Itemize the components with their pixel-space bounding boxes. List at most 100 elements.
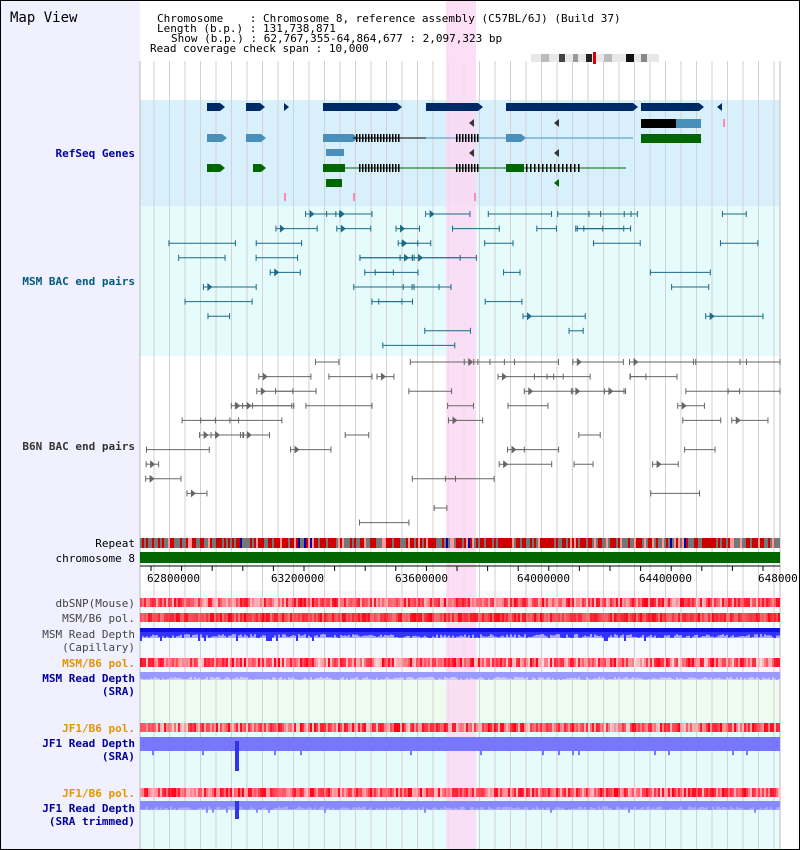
read-depth-bar <box>332 628 334 638</box>
snp-density-cell <box>642 658 644 667</box>
read-depth-bar <box>504 737 506 749</box>
read-depth-bar <box>660 672 662 678</box>
snp-density-cell <box>632 723 634 732</box>
snp-density-cell <box>524 613 526 622</box>
read-depth-bar <box>474 801 476 810</box>
read-depth-bar <box>382 737 384 747</box>
track-label-jf1-b6-pol-1[interactable]: JF1/B6 pol. <box>62 722 135 735</box>
snp-density-cell <box>618 658 620 667</box>
snp-density-cell <box>336 788 338 797</box>
repeat-element <box>510 538 512 548</box>
track-label-jf1-read-depth-trimmed[interactable]: JF1 Read Depth (SRA trimmed) <box>42 802 135 828</box>
read-depth-bar <box>184 672 186 680</box>
snp-density-cell <box>486 598 488 607</box>
snp-density-cell <box>664 658 666 667</box>
snp-density-cell <box>148 723 150 732</box>
snp-density-cell <box>490 598 492 607</box>
track-label-msm-b6-pol-1[interactable]: MSM/B6 pol. <box>62 612 135 625</box>
read-depth-bar <box>752 737 754 750</box>
gene-arrow <box>261 134 266 142</box>
repeat-element <box>426 538 428 548</box>
snp-density-cell <box>186 723 188 732</box>
snp-density-cell <box>622 658 624 667</box>
read-depth-bar <box>170 672 172 678</box>
snp-density-cell <box>614 788 616 797</box>
track-label-msm-read-depth-capillary[interactable]: MSM Read Depth (Capillary) <box>42 628 135 654</box>
gene-arrow <box>469 149 474 157</box>
snp-density-cell <box>732 723 734 732</box>
read-depth-bar <box>364 672 366 679</box>
snp-density-cell <box>292 658 294 667</box>
read-depth-bar <box>382 628 384 637</box>
repeat-element <box>222 538 224 548</box>
snp-density-cell <box>776 613 778 622</box>
snp-density-cell <box>504 613 506 622</box>
read-depth-bar <box>180 672 182 679</box>
read-depth-bar <box>434 737 436 750</box>
snp-density-cell <box>576 598 578 607</box>
snp-density-cell <box>730 723 732 732</box>
snp-density-cell <box>766 658 768 667</box>
read-depth-bar <box>456 737 458 750</box>
track-label-repeat[interactable]: Repeat <box>95 537 135 550</box>
snp-density-cell <box>292 613 294 622</box>
read-depth-bar <box>436 801 438 809</box>
snp-density-cell <box>562 598 564 607</box>
gene-exon <box>389 164 391 172</box>
repeat-element <box>578 538 580 548</box>
snp-density-cell <box>560 658 562 667</box>
read-depth-bar <box>588 737 590 750</box>
snp-density-cell <box>512 658 514 667</box>
snp-density-cell <box>636 723 638 732</box>
read-depth-bar <box>438 672 440 679</box>
snp-density-cell <box>318 723 320 732</box>
read-depth-bar <box>750 628 752 638</box>
read-depth-bar <box>670 737 672 751</box>
track-label-jf1-b6-pol-2[interactable]: JF1/B6 pol. <box>62 787 135 800</box>
snp-density-cell <box>152 723 154 732</box>
snp-density-cell <box>280 658 282 667</box>
snp-density-cell <box>722 613 724 622</box>
read-depth-bar <box>294 801 296 809</box>
read-depth-bar <box>604 737 606 751</box>
track-label-jf1-read-depth-sra[interactable]: JF1 Read Depth (SRA) <box>42 737 135 763</box>
bac-arrow <box>576 358 582 366</box>
snp-density-cell <box>720 598 722 607</box>
snp-density-cell <box>616 613 618 622</box>
track-label-msm-b6-pol-2[interactable]: MSM/B6 pol. <box>62 657 135 670</box>
snp-density-cell <box>172 723 174 732</box>
read-depth-bar <box>656 737 658 750</box>
snp-density-cell <box>484 723 486 732</box>
snp-density-cell <box>712 598 714 607</box>
snp-density-cell <box>302 598 304 607</box>
bac-arrow <box>429 210 435 218</box>
read-depth-bar <box>280 801 282 808</box>
read-depth-bar <box>384 672 386 679</box>
track-label-dbsnp[interactable]: dbSNP(Mouse) <box>55 597 135 610</box>
snp-density-cell <box>250 598 252 607</box>
read-depth-bar <box>660 801 662 807</box>
snp-density-cell <box>474 613 476 622</box>
read-depth-bar <box>666 801 668 810</box>
snp-density-cell <box>618 723 620 732</box>
read-depth-bar <box>512 737 514 749</box>
track-label-msm-read-depth-sra[interactable]: MSM Read Depth (SRA) <box>42 672 135 698</box>
snp-density-cell <box>276 658 278 667</box>
snp-density-cell <box>702 788 704 797</box>
snp-density-cell <box>488 723 490 732</box>
track-label-chromosome[interactable]: chromosome 8 <box>55 552 135 565</box>
repeat-element <box>244 538 246 548</box>
track-label-refseq[interactable]: RefSeq Genes <box>55 147 135 160</box>
track-label-msm-bac[interactable]: MSM BAC end pairs <box>22 275 135 288</box>
read-depth-bar <box>618 628 620 638</box>
read-depth-bar <box>648 737 650 746</box>
snp-density-cell <box>280 788 282 797</box>
track-label-b6n-bac[interactable]: B6N BAC end pairs <box>22 440 135 453</box>
read-depth-bar <box>650 801 652 809</box>
read-depth-bar <box>164 672 166 680</box>
read-depth-bar <box>338 801 340 810</box>
snp-density-cell <box>510 723 512 732</box>
snp-density-cell <box>676 613 678 622</box>
snp-density-cell <box>146 723 148 732</box>
